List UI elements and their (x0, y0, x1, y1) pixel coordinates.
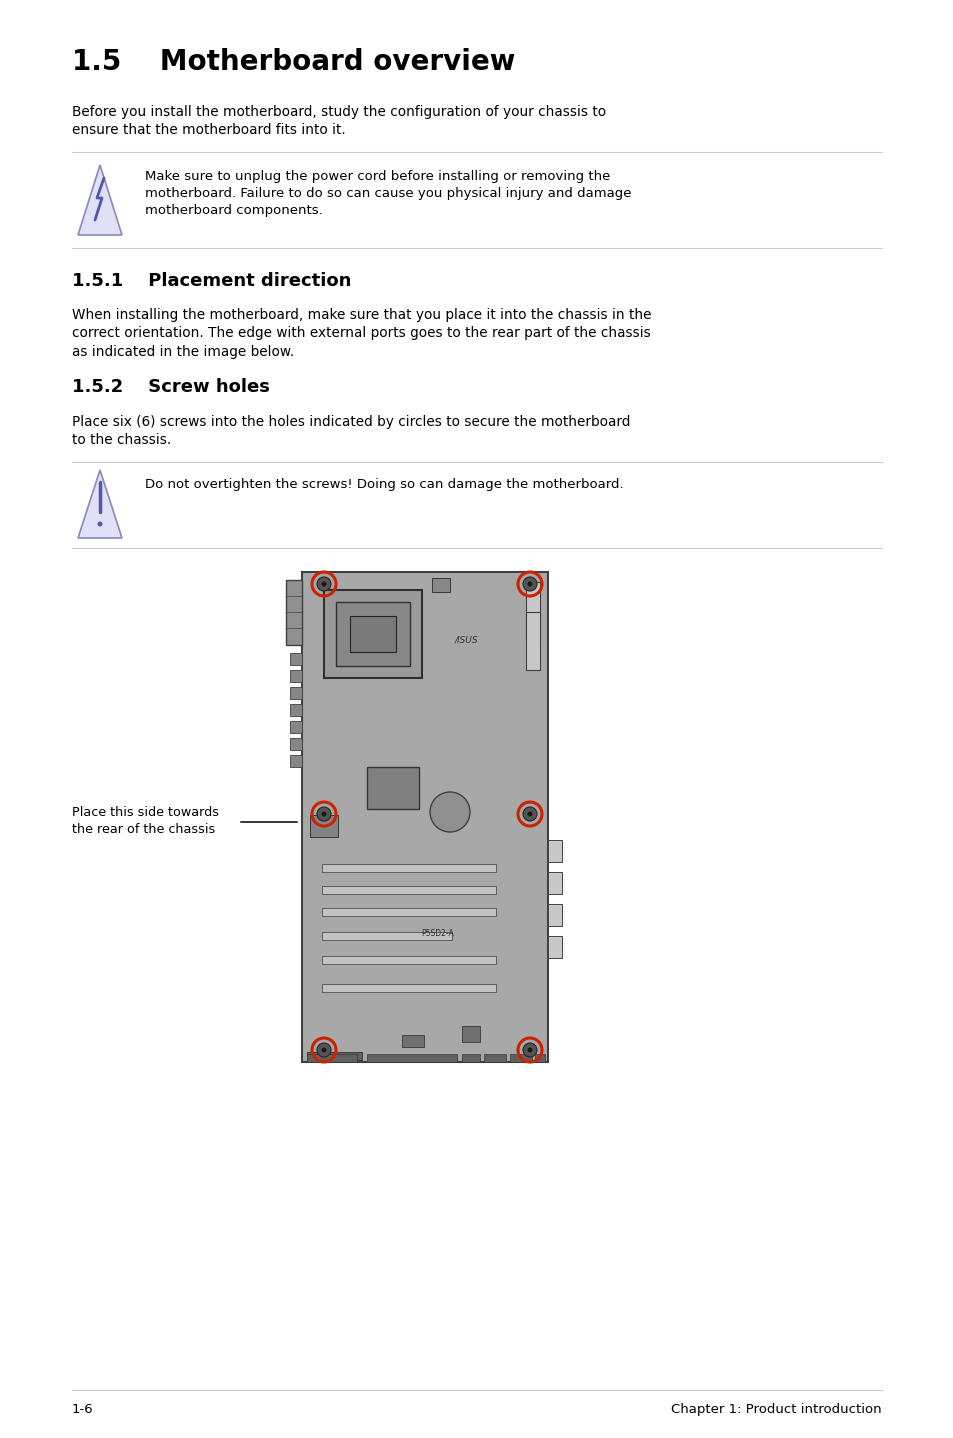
Circle shape (527, 581, 532, 587)
Bar (324, 590, 421, 677)
Text: When installing the motherboard, make sure that you place it into the chassis in: When installing the motherboard, make su… (71, 308, 651, 360)
Bar (290, 705, 302, 716)
Bar (401, 1035, 423, 1047)
Bar (547, 871, 561, 894)
Text: 1.5.1    Placement direction: 1.5.1 Placement direction (71, 272, 351, 290)
Bar (322, 956, 496, 963)
Text: Place this side towards
the rear of the chassis: Place this side towards the rear of the … (71, 807, 219, 835)
Circle shape (321, 811, 326, 817)
Bar (547, 905, 561, 926)
Bar (483, 1054, 505, 1063)
Text: Chapter 1: Product introduction: Chapter 1: Product introduction (671, 1403, 882, 1416)
Circle shape (522, 1043, 537, 1057)
Circle shape (430, 792, 470, 833)
Bar (525, 613, 539, 670)
Bar (290, 653, 302, 664)
Bar (310, 815, 337, 837)
Text: 1.5    Motherboard overview: 1.5 Motherboard overview (71, 47, 515, 76)
Bar (290, 738, 302, 751)
Text: 1.5.2    Screw holes: 1.5.2 Screw holes (71, 378, 270, 395)
Bar (350, 615, 395, 651)
Bar (547, 936, 561, 958)
Bar (510, 1054, 532, 1063)
Circle shape (316, 577, 331, 591)
Bar (461, 1054, 479, 1063)
Text: Place six (6) screws into the holes indicated by circles to secure the motherboa: Place six (6) screws into the holes indi… (71, 416, 630, 447)
Bar (547, 840, 561, 861)
Polygon shape (78, 470, 122, 538)
Text: Do not overtighten the screws! Doing so can damage the motherboard.: Do not overtighten the screws! Doing so … (145, 477, 623, 490)
Circle shape (321, 1047, 326, 1053)
Polygon shape (78, 165, 122, 234)
Bar (367, 766, 418, 810)
Bar (432, 578, 450, 592)
Text: 1-6: 1-6 (71, 1403, 93, 1416)
Bar (290, 755, 302, 766)
Bar (322, 864, 496, 871)
Text: Before you install the motherboard, study the configuration of your chassis to
e: Before you install the motherboard, stud… (71, 105, 605, 138)
Bar (322, 932, 451, 940)
Bar (307, 1054, 356, 1063)
Circle shape (527, 1047, 532, 1053)
Bar (535, 1054, 544, 1063)
Bar (286, 580, 302, 646)
Circle shape (316, 807, 331, 821)
Bar (525, 582, 539, 640)
Circle shape (522, 807, 537, 821)
Bar (335, 603, 410, 666)
Bar (290, 687, 302, 699)
Bar (367, 1054, 456, 1063)
Circle shape (97, 522, 102, 526)
Circle shape (321, 581, 326, 587)
Circle shape (316, 1043, 331, 1057)
Text: Make sure to unplug the power cord before installing or removing the
motherboard: Make sure to unplug the power cord befor… (145, 170, 631, 217)
Circle shape (527, 811, 532, 817)
Bar (290, 720, 302, 733)
Bar (322, 886, 496, 894)
Bar (302, 572, 547, 1063)
Bar (290, 670, 302, 682)
Bar (322, 984, 496, 992)
Circle shape (522, 577, 537, 591)
Bar (322, 907, 496, 916)
Text: P5SD2-A: P5SD2-A (420, 929, 454, 939)
Bar (461, 1025, 479, 1043)
Text: /lSUS: /lSUS (455, 636, 478, 644)
Bar (307, 1053, 361, 1060)
